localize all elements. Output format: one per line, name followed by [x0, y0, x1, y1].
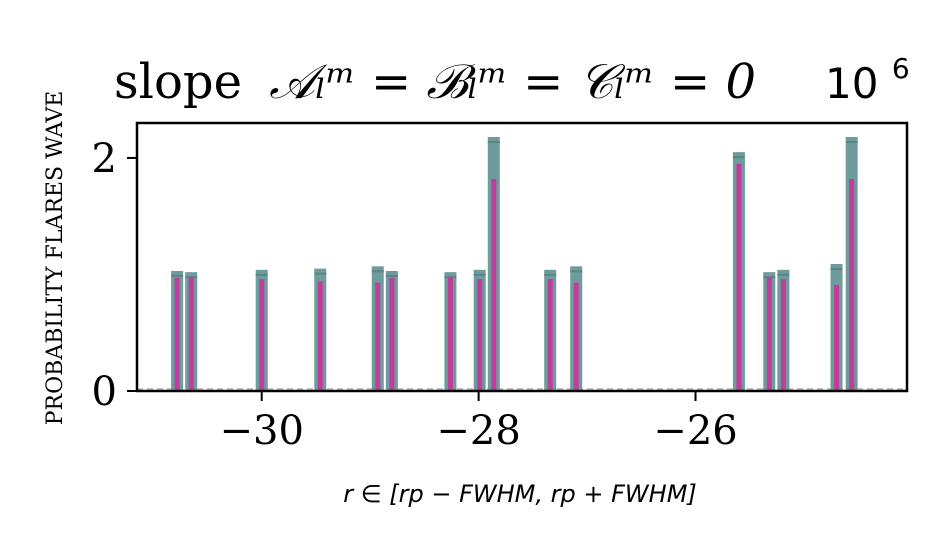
inner-bar — [849, 178, 855, 391]
inner-bar — [766, 276, 772, 391]
outer-bar-cap — [777, 273, 790, 276]
inner-bar — [259, 279, 265, 391]
outer-bar-cap — [171, 274, 184, 277]
inner-bar — [447, 276, 453, 391]
inner-bar — [174, 277, 180, 391]
x-tick-label: −28 — [436, 408, 520, 454]
offset-multiplier-base: 10 — [825, 59, 878, 108]
outer-bar-cap — [570, 270, 583, 273]
x-axis-label: r ∈ [rp − FWHM, rp + FWHM] — [343, 480, 697, 508]
inner-bar — [477, 279, 483, 391]
inner-bar — [573, 282, 579, 391]
outer-bar-cap — [732, 156, 745, 159]
bars-layer — [137, 136, 907, 391]
outer-bar-cap — [371, 270, 384, 273]
inner-bar — [389, 277, 395, 391]
y-axis-label: PROBABILITY FLARES WAVE — [43, 91, 68, 426]
y-tick-label: 2 — [92, 136, 117, 182]
outer-bar-cap — [473, 273, 486, 276]
chart-title-math: 𝒜ₗᵐ = ℬₗᵐ = 𝒞ₗᵐ = 0 — [269, 54, 756, 110]
inner-bar — [491, 178, 497, 391]
inner-bar — [547, 279, 553, 391]
inner-bar — [736, 163, 742, 391]
x-tick-label: −30 — [220, 408, 304, 454]
inner-bar — [834, 284, 840, 391]
inner-bar — [188, 276, 194, 391]
outer-bar-cap — [487, 140, 500, 143]
inner-bar — [375, 282, 381, 391]
outer-bar-cap — [385, 274, 398, 277]
y-tick-label: 0 — [92, 369, 117, 415]
chart-title: slope 𝒜ₗᵐ = ℬₗᵐ = 𝒞ₗᵐ = 0 — [114, 54, 756, 110]
plot-frame — [135, 121, 909, 393]
ticks-layer: −30 −28 −26 0 2 — [92, 136, 738, 454]
outer-bar-cap — [314, 272, 327, 275]
inner-bar — [317, 281, 323, 391]
inner-bar — [780, 279, 786, 391]
outer-bar-cap — [830, 267, 843, 270]
outer-bar-cap — [845, 140, 858, 143]
outer-bar-cap — [255, 273, 268, 276]
x-tick-label: −26 — [653, 408, 737, 454]
chart-title-text: slope — [114, 54, 242, 110]
offset-multiplier: 10 6 — [825, 52, 910, 108]
offset-multiplier-exponent: 6 — [892, 52, 910, 85]
outer-bar-cap — [544, 273, 557, 276]
